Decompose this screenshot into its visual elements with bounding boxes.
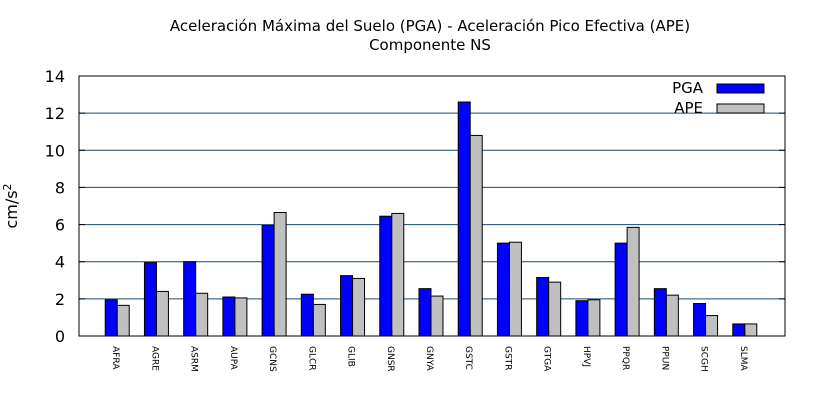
legend-swatch-pga bbox=[716, 83, 765, 94]
bar-pga-ppqr bbox=[614, 242, 628, 337]
bar-ape-scgh bbox=[705, 315, 719, 337]
bar-pga-glcr bbox=[300, 293, 314, 337]
bar-ape-gcns bbox=[273, 212, 287, 337]
legend-label-ape: APE bbox=[674, 99, 703, 117]
y-tick-label: 6 bbox=[55, 216, 65, 235]
bar-pga-glib bbox=[340, 275, 354, 337]
x-tick-label: AGRE bbox=[149, 346, 159, 371]
bar-pga-gcns bbox=[261, 225, 275, 337]
bar-ape-gstc bbox=[469, 134, 483, 337]
bar-pga-gtga bbox=[536, 277, 550, 337]
y-axis-label-unit: cm/s bbox=[2, 190, 21, 228]
x-tick-label: SCGH bbox=[699, 346, 709, 372]
bar-pga-aupa bbox=[222, 296, 236, 337]
y-tick-label: 4 bbox=[55, 253, 65, 272]
y-tick-label: 2 bbox=[55, 290, 65, 309]
x-tick-label: ASRM bbox=[189, 346, 199, 372]
bar-ape-gstr bbox=[508, 241, 522, 337]
bar-pga-ppun bbox=[653, 288, 667, 337]
bar-ape-glib bbox=[352, 277, 366, 337]
bar-ape-aupa bbox=[234, 297, 248, 337]
bar-ape-glcr bbox=[312, 303, 326, 337]
chart-title: Aceleración Máxima del Suelo (PGA) - Ace… bbox=[170, 17, 690, 35]
bar-pga-afra bbox=[104, 299, 118, 337]
x-tick-label: AFRA bbox=[110, 346, 120, 370]
x-tick-label: GTGA bbox=[542, 346, 552, 372]
x-axis-ticks: AFRA AGRE ASRM AUPA GCNS GLCR GLIB GNSR GNYA GSTC… bbox=[110, 330, 748, 372]
bar-ape-gnya bbox=[430, 295, 444, 337]
y-tick-label: 0 bbox=[55, 327, 65, 346]
plot-frame bbox=[78, 75, 786, 337]
bars bbox=[104, 101, 758, 337]
x-tick-label: PPQR bbox=[620, 346, 630, 370]
y-tick-label: 10 bbox=[45, 141, 65, 160]
bar-ape-ppqr bbox=[626, 226, 640, 337]
y-axis-label: cm/s2 bbox=[1, 183, 21, 228]
bar-pga-agre bbox=[143, 262, 157, 337]
bar-ape-afra bbox=[116, 304, 130, 337]
x-tick-label: GSTC bbox=[463, 346, 473, 370]
legend: PGA APE bbox=[672, 79, 765, 117]
legend-swatch-ape bbox=[716, 103, 765, 114]
x-tick-label: PPUN bbox=[659, 346, 669, 370]
bar-ape-gnsr bbox=[391, 212, 405, 337]
bar-ape-asrm bbox=[195, 292, 209, 337]
bar-pga-hpvj bbox=[575, 300, 589, 337]
x-tick-label: GNYA bbox=[424, 346, 434, 372]
x-tick-label: HPVJ bbox=[581, 346, 591, 367]
bar-pga-gnsr bbox=[379, 215, 393, 337]
x-tick-label: GLIB bbox=[346, 346, 356, 367]
x-tick-label: SLMA bbox=[738, 346, 748, 371]
x-tick-label: GNSR bbox=[385, 346, 395, 372]
bar-pga-scgh bbox=[693, 303, 707, 337]
y-tick-label: 12 bbox=[45, 104, 65, 123]
x-tick-label: GSTR bbox=[502, 346, 512, 370]
bar-ape-ppun bbox=[665, 294, 679, 337]
y-axis-label-exponent: 2 bbox=[1, 183, 14, 190]
x-tick-label: AUPA bbox=[228, 346, 238, 371]
legend-label-pga: PGA bbox=[672, 79, 704, 97]
bar-pga-gnya bbox=[418, 288, 432, 337]
y-axis-ticks: 0 2 4 6 8 10 12 14 bbox=[45, 67, 785, 346]
y-tick-label: 8 bbox=[55, 178, 65, 197]
bar-ape-hpvj bbox=[587, 299, 601, 337]
chart-subtitle: Componente NS bbox=[369, 36, 491, 54]
bar-ape-gtga bbox=[548, 281, 562, 337]
bar-pga-asrm bbox=[183, 261, 197, 337]
y-tick-label: 14 bbox=[45, 67, 65, 86]
x-tick-label: GCNS bbox=[267, 346, 277, 372]
x-tick-label: GLCR bbox=[306, 346, 316, 371]
bar-pga-gstc bbox=[457, 101, 471, 337]
bar-pga-slma bbox=[732, 323, 746, 337]
bar-ape-agre bbox=[155, 290, 169, 337]
bar-pga-gstr bbox=[496, 242, 510, 337]
bar-ape-slma bbox=[744, 323, 758, 337]
